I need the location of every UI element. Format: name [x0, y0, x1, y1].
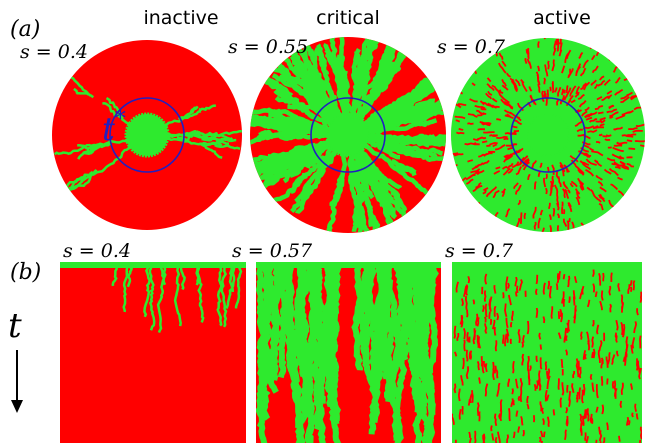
- arrow-head: [11, 400, 23, 413]
- seed-cluster: [527, 114, 569, 156]
- time-evolution: [60, 262, 246, 443]
- s-label: s = 0.4: [20, 41, 88, 63]
- figure: (a) inactive critical active s = 0.4 s =…: [0, 0, 652, 443]
- t-symbol: t: [102, 110, 115, 148]
- s-label: s = 0.7: [437, 36, 506, 58]
- column-heading: critical: [316, 7, 380, 29]
- t-superscript: *: [115, 107, 126, 132]
- s-label: s = 0.7: [445, 240, 514, 262]
- top-row: [60, 262, 246, 268]
- panel-label: (b): [10, 260, 41, 285]
- page: (a) inactive critical active s = 0.4 s =…: [0, 0, 652, 443]
- s-label: s = 0.4: [63, 240, 131, 262]
- seed-cluster: [327, 114, 369, 156]
- background: [452, 262, 642, 443]
- panel-label: (a): [10, 17, 40, 42]
- time-evolution: [452, 262, 642, 443]
- simulation-images: [52, 14, 652, 443]
- seed-cluster: [126, 114, 168, 156]
- s-label: s = 0.55: [228, 36, 308, 58]
- time-axis-label: t: [8, 306, 22, 346]
- column-heading: inactive: [143, 7, 218, 29]
- time-evolution: [256, 262, 441, 443]
- radial-simulation: [52, 40, 261, 230]
- time-arrow: [11, 350, 23, 413]
- column-heading: active: [533, 7, 591, 29]
- s-label: s = 0.57: [232, 240, 313, 262]
